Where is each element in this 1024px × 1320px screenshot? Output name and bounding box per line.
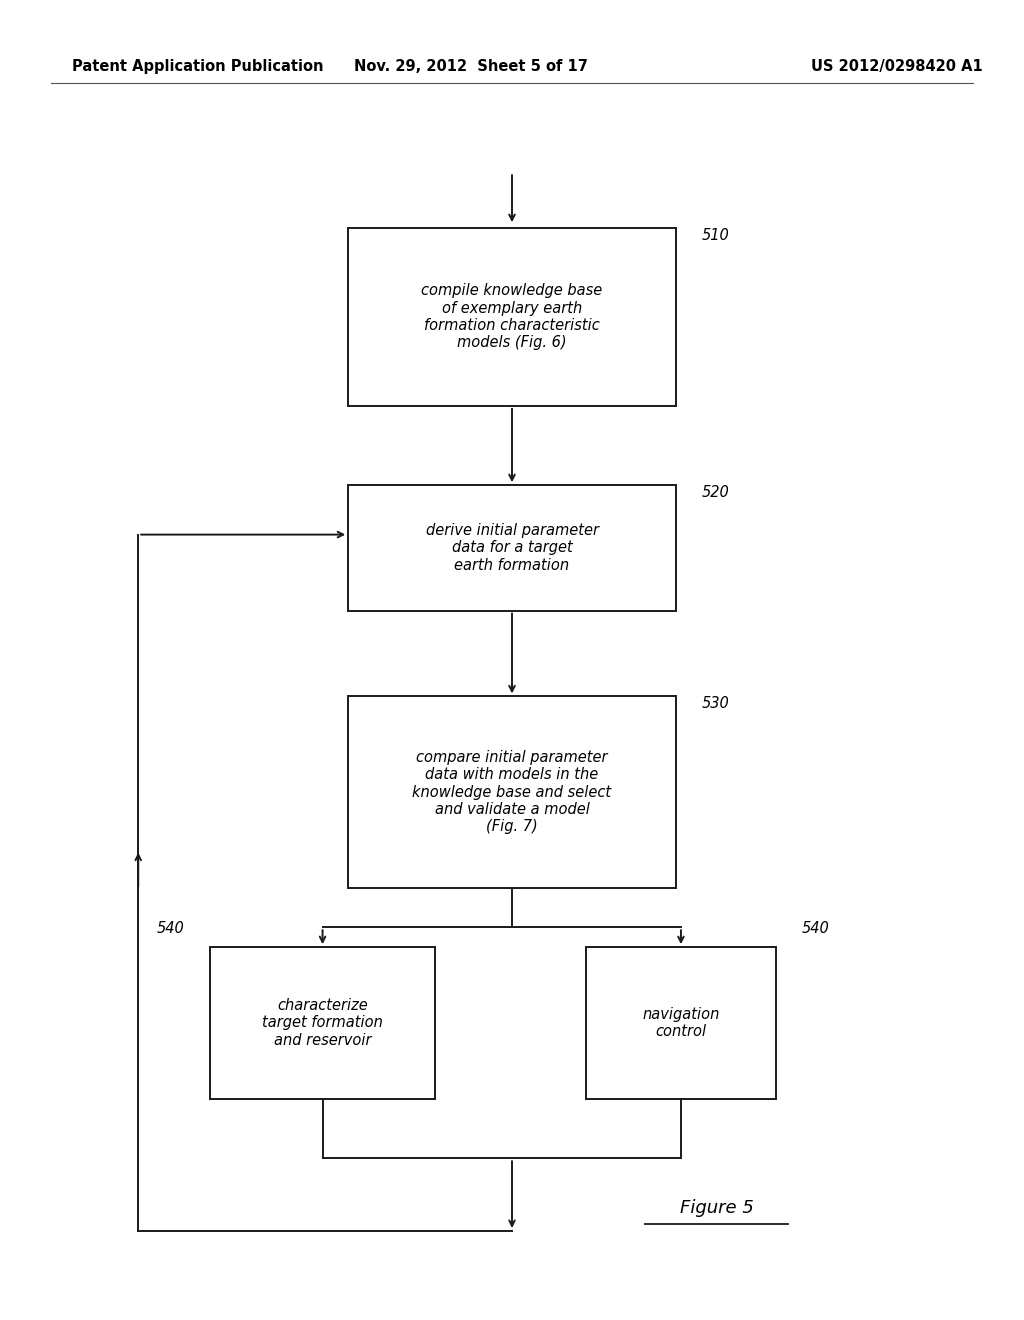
- Bar: [210, 948, 435, 1098]
- Bar: [348, 697, 676, 887]
- Text: 540: 540: [802, 921, 829, 936]
- Text: 520: 520: [701, 486, 729, 500]
- Text: Figure 5: Figure 5: [680, 1199, 754, 1217]
- Text: compare initial parameter
data with models in the
knowledge base and select
and : compare initial parameter data with mode…: [413, 750, 611, 834]
- Text: US 2012/0298420 A1: US 2012/0298420 A1: [811, 59, 983, 74]
- Text: characterize
target formation
and reservoir: characterize target formation and reserv…: [262, 998, 383, 1048]
- Text: Nov. 29, 2012  Sheet 5 of 17: Nov. 29, 2012 Sheet 5 of 17: [354, 59, 588, 74]
- Text: 510: 510: [701, 227, 729, 243]
- Bar: [348, 486, 676, 610]
- Text: 530: 530: [701, 697, 729, 711]
- Text: navigation
control: navigation control: [642, 1007, 720, 1039]
- Text: Patent Application Publication: Patent Application Publication: [72, 59, 324, 74]
- Text: derive initial parameter
data for a target
earth formation: derive initial parameter data for a targ…: [426, 523, 598, 573]
- Bar: [348, 227, 676, 407]
- Text: 540: 540: [157, 921, 184, 936]
- Bar: [586, 948, 776, 1098]
- Text: compile knowledge base
of exemplary earth
formation characteristic
models (Fig. : compile knowledge base of exemplary eart…: [421, 284, 603, 350]
